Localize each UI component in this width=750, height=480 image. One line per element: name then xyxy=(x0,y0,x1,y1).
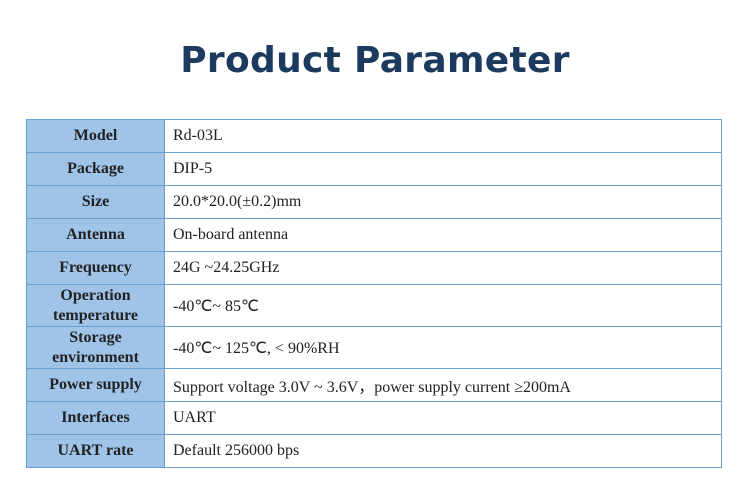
row-label: Interfaces xyxy=(26,401,165,435)
row-value: UART xyxy=(164,401,722,435)
table-row: Interfaces UART xyxy=(26,401,722,435)
row-value: -40℃~ 125℃, < 90%RH xyxy=(164,326,722,369)
table-row: Power supply Support voltage 3.0V ~ 3.6V，… xyxy=(26,368,722,402)
row-label: Size xyxy=(26,185,165,219)
page-title: Product Parameter xyxy=(180,40,570,81)
row-label: Frequency xyxy=(26,251,165,285)
row-value: -40℃~ 85℃ xyxy=(164,284,722,327)
table-row: Size 20.0*20.0(±0.2)mm xyxy=(26,185,722,219)
table-row: Frequency 24G ~24.25GHz xyxy=(26,251,722,285)
table-row: Antenna On-board antenna xyxy=(26,218,722,252)
row-value: Default 256000 bps xyxy=(164,434,722,468)
table-row: Operation temperature -40℃~ 85℃ xyxy=(26,284,722,327)
row-value: On-board antenna xyxy=(164,218,722,252)
parameter-table: Model Rd-03L Package DIP-5 Size 20.0*20.0(±0.… xyxy=(26,119,722,468)
row-value: Support voltage 3.0V ~ 3.6V，power supply… xyxy=(164,368,722,402)
row-label: Model xyxy=(26,119,165,153)
row-label: Operation temperature xyxy=(26,284,165,327)
row-value: DIP-5 xyxy=(164,152,722,186)
table-row: Model Rd-03L xyxy=(26,119,722,153)
table-row: UART rate Default 256000 bps xyxy=(26,434,722,468)
row-label: UART rate xyxy=(26,434,165,468)
row-label: Antenna xyxy=(26,218,165,252)
row-value: 20.0*20.0(±0.2)mm xyxy=(164,185,722,219)
row-value: 24G ~24.25GHz xyxy=(164,251,722,285)
row-label: Package xyxy=(26,152,165,186)
parameter-table-body: Model Rd-03L Package DIP-5 Size 20.0*20.0(±0.… xyxy=(26,119,722,468)
row-label: Storage environment xyxy=(26,326,165,369)
row-label: Power supply xyxy=(26,368,165,402)
table-row: Storage environment -40℃~ 125℃, < 90%RH xyxy=(26,326,722,369)
table-row: Package DIP-5 xyxy=(26,152,722,186)
row-value: Rd-03L xyxy=(164,119,722,153)
